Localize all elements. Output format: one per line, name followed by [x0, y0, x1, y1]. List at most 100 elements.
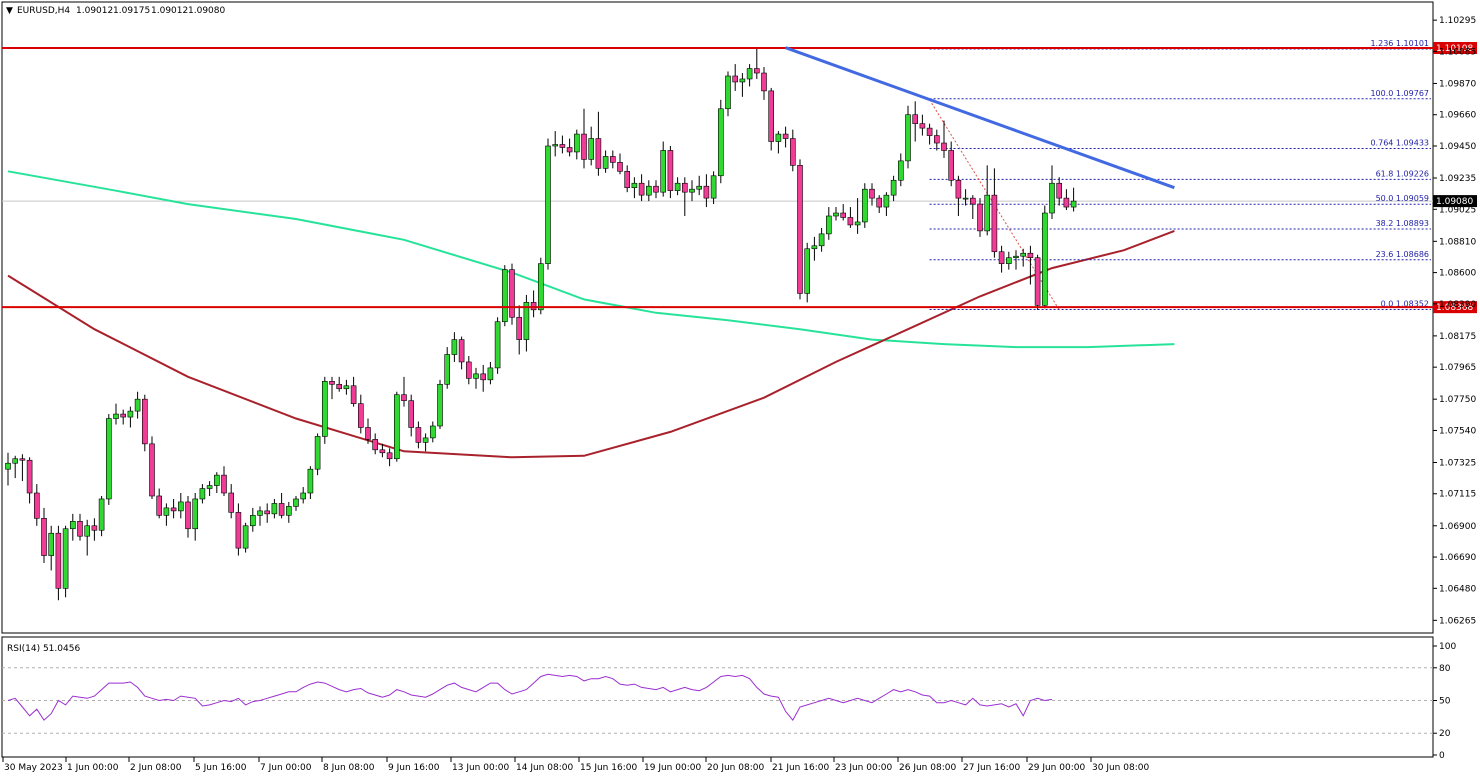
- x-tick-label: 20 Jun 08:00: [707, 763, 764, 773]
- candle-body: [516, 316, 523, 340]
- y-tick-label: 1.08390: [1439, 300, 1476, 310]
- candle-body: [588, 138, 595, 160]
- y-tick-label: 1.08600: [1439, 269, 1476, 279]
- candle-body: [1013, 255, 1019, 258]
- candle-body: [804, 248, 811, 294]
- candle-body: [33, 492, 40, 519]
- y-tick-label: 1.09870: [1439, 79, 1476, 89]
- candle-body: [912, 114, 919, 124]
- candle-body: [897, 160, 904, 181]
- fib-level-label: 23.6 1.08686: [1376, 250, 1429, 259]
- candle-body: [933, 135, 940, 144]
- candle-body: [170, 507, 177, 512]
- candle-body: [573, 133, 580, 153]
- price-tag-label: 1.08368: [1436, 303, 1473, 313]
- candle-body: [127, 410, 134, 418]
- moving-average-green: [7, 170, 1175, 349]
- x-tick-label: 1 Jun 00:00: [67, 763, 119, 773]
- candle-body: [710, 175, 717, 199]
- candle-body: [789, 138, 796, 166]
- candle-body: [509, 269, 515, 318]
- current-price-tag-box: [1433, 195, 1477, 208]
- candle-body: [1020, 252, 1027, 257]
- candle-body: [811, 245, 818, 250]
- candle-body: [782, 133, 789, 139]
- candle-body: [408, 400, 415, 428]
- candle-body: [1063, 197, 1070, 208]
- y-tick-label: 1.06900: [1439, 522, 1476, 532]
- y-tick-label: 1.07115: [1439, 490, 1476, 500]
- candle-body: [214, 474, 220, 486]
- candle-body: [163, 507, 170, 516]
- candle-body: [753, 68, 760, 74]
- symbol-arrow-icon: ▼: [6, 6, 13, 16]
- symbol-label: EURUSD,H4: [17, 6, 70, 16]
- candle-body: [26, 459, 33, 494]
- candle-body: [458, 339, 465, 363]
- candle-body: [84, 525, 90, 537]
- candle-body: [178, 501, 184, 512]
- candle-body: [422, 437, 429, 443]
- candle-body: [62, 528, 69, 589]
- candle-body: [768, 90, 775, 142]
- x-tick-label: 13 Jun 00:00: [452, 763, 509, 773]
- candle-body: [1049, 182, 1055, 214]
- candle-body: [869, 188, 875, 199]
- candle-body: [235, 512, 242, 549]
- candle-body: [285, 506, 292, 516]
- fib-level-label: 0.764 1.09433: [1370, 139, 1429, 148]
- candle-body: [883, 194, 890, 208]
- candle-body: [501, 269, 508, 323]
- candle-body: [199, 488, 206, 500]
- candle-body: [559, 144, 566, 148]
- candle-body: [1027, 252, 1034, 258]
- x-tick-label: 30 May 2023: [4, 763, 63, 773]
- x-tick-label: 7 Jun 00:00: [260, 763, 312, 773]
- candle-body: [854, 221, 861, 226]
- candle-body: [106, 418, 112, 500]
- candle-body: [991, 194, 998, 253]
- candle-body: [797, 165, 803, 294]
- y-tick-label: 1.06690: [1439, 553, 1476, 563]
- y-tick-label: 1.07965: [1439, 363, 1476, 373]
- candle-body: [1005, 257, 1012, 264]
- candle-body: [55, 532, 62, 589]
- candle-body: [91, 525, 98, 531]
- x-tick-label: 27 Jun 16:00: [963, 763, 1020, 773]
- fib-level-label: 61.8 1.09226: [1376, 169, 1429, 178]
- y-tick-label: 1.06265: [1439, 616, 1476, 626]
- price-tag-label: 1.10108: [1436, 44, 1473, 54]
- candle-body: [1056, 182, 1062, 199]
- x-tick-label: 15 Jun 16:00: [580, 763, 637, 773]
- candle-body: [149, 443, 155, 497]
- candle-body: [725, 75, 731, 110]
- candle-body: [480, 373, 487, 381]
- candle-body: [12, 458, 18, 464]
- y-tick-label: 1.09450: [1439, 142, 1476, 152]
- candle-body: [5, 462, 11, 470]
- candle-body: [278, 503, 285, 516]
- candle-body: [818, 233, 825, 247]
- candle-body: [1070, 200, 1077, 208]
- fib-level-label: 100.0 1.09767: [1370, 89, 1429, 98]
- candle-body: [998, 251, 1005, 264]
- candle-body: [926, 127, 933, 136]
- candle-body: [429, 425, 436, 439]
- candle-body: [134, 398, 141, 412]
- candle-body: [185, 501, 191, 530]
- rsi-tick-label: 20: [1439, 729, 1451, 739]
- candle-body: [379, 449, 386, 454]
- candle-body: [113, 413, 119, 419]
- candle-body: [847, 217, 854, 226]
- candle-body: [1042, 212, 1048, 306]
- candle-body: [437, 383, 443, 427]
- candle-body: [314, 436, 321, 470]
- candle-body: [228, 492, 234, 513]
- candle-body: [120, 413, 126, 418]
- candle-body: [242, 525, 249, 549]
- candle-body: [465, 361, 472, 379]
- trendline[interactable]: [785, 46, 1175, 190]
- candle-body: [386, 452, 393, 460]
- ohlc-high: 1.09175: [113, 6, 150, 16]
